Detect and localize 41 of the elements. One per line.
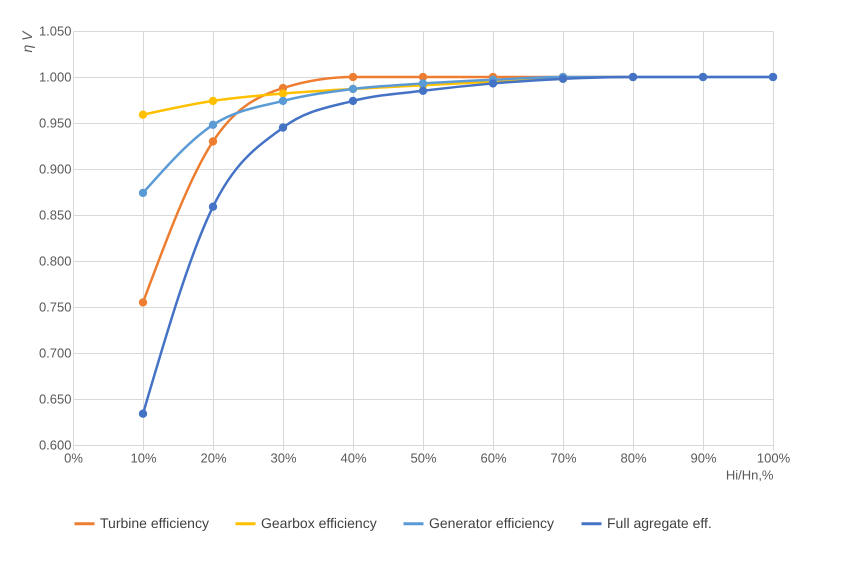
x-tick-label: 90%	[690, 450, 717, 466]
x-tick-label: 70%	[550, 450, 577, 466]
point	[348, 72, 358, 82]
x-tick-label: 60%	[480, 450, 507, 466]
y-tick-label: 0.900	[38, 162, 72, 176]
y-axis-title: η V	[18, 30, 35, 52]
legend-label: Turbine efficiency	[100, 514, 209, 531]
x-tick-label: 10%	[130, 450, 157, 466]
x-tick-label: 0%	[64, 450, 84, 466]
x-tick-label: 30%	[270, 450, 297, 466]
y-tick-label: 0.750	[38, 300, 72, 314]
legend-label: Generator efficiency	[429, 514, 554, 531]
x-tick-label: 100%	[756, 450, 791, 466]
point	[418, 86, 428, 95]
y-tick-label: 1.050	[38, 24, 72, 38]
legend-label: Gearbox efficiency	[261, 514, 377, 531]
x-tick-label: 50%	[410, 450, 437, 466]
point	[278, 89, 288, 98]
y-tick-label: 0.600	[38, 438, 72, 452]
point	[138, 410, 148, 418]
y-tick-label: 0.650	[38, 392, 72, 406]
point	[208, 96, 218, 106]
point	[208, 202, 218, 211]
point	[138, 110, 148, 119]
x-tick-label: 20%	[200, 450, 227, 466]
y-tick-label: 0.950	[38, 116, 72, 130]
legend-label: Full agregate eff.	[607, 514, 712, 531]
point	[278, 96, 288, 106]
x-tick-label: 80%	[620, 450, 647, 466]
y-tick-label: 0.700	[38, 346, 72, 360]
point	[278, 123, 288, 132]
point	[208, 120, 218, 130]
point	[208, 137, 218, 146]
x-tick-label: 40%	[340, 450, 367, 466]
y-tick-label: 1.000	[38, 70, 72, 84]
y-tick-label: 0.800	[38, 254, 72, 268]
point	[348, 96, 358, 106]
point	[138, 188, 148, 198]
y-tick-label: 0.850	[38, 208, 72, 222]
point	[138, 298, 148, 307]
x-axis-title: Hi/Hn,%	[726, 468, 774, 482]
